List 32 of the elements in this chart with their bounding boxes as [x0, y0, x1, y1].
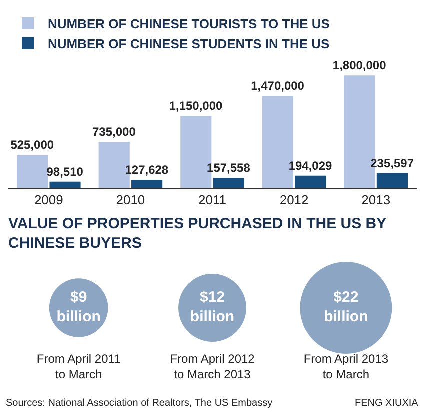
data-label: 1,150,000 — [169, 99, 223, 114]
x-tick-label: 2012 — [280, 192, 309, 208]
category-label: From April 2013 to March — [304, 352, 389, 382]
bar — [213, 178, 244, 188]
x-tick-label: 2009 — [34, 192, 64, 208]
data-label: 525,000 — [10, 138, 54, 152]
bar — [376, 173, 408, 188]
x-tick-label: 2011 — [198, 192, 226, 208]
data-label: 1,470,000 — [251, 79, 305, 94]
data-label: $12 billion — [190, 289, 235, 326]
bar — [50, 182, 81, 188]
category-label: From April 2011 to March — [36, 352, 122, 382]
legend-label: NUMBER OF CHINESE STUDENTS IN THE US — [48, 36, 330, 52]
bar — [17, 155, 48, 188]
data-label: 127,628 — [125, 163, 169, 178]
bar — [132, 180, 163, 188]
data-label: 735,000 — [92, 125, 136, 140]
x-tick-label: 2010 — [116, 192, 146, 208]
data-label: $22 billion — [324, 289, 368, 326]
data-label: 1,800,000 — [332, 58, 387, 73]
data-label: 235,597 — [370, 156, 414, 170]
text: VALUE OF PROPERTIES PURCHASED IN THE US BY CHINESE BUYERS — [8, 215, 387, 252]
x-tick-label: 2013 — [362, 192, 391, 208]
bar — [295, 176, 326, 188]
category-label: From April 2012 to March 2013 — [170, 352, 256, 382]
legend-label: NUMBER OF CHINESE TOURISTS TO THE US — [48, 16, 330, 32]
data-label: 157,558 — [207, 161, 251, 176]
source-note: Sources: National Association of Realtors, The US Embassy — [6, 398, 273, 409]
data-label: 98,510 — [46, 164, 84, 179]
data-label: 194,029 — [288, 158, 333, 173]
data-label: $9 billion — [56, 289, 101, 326]
text: FENG XIUXIA — [355, 398, 419, 409]
